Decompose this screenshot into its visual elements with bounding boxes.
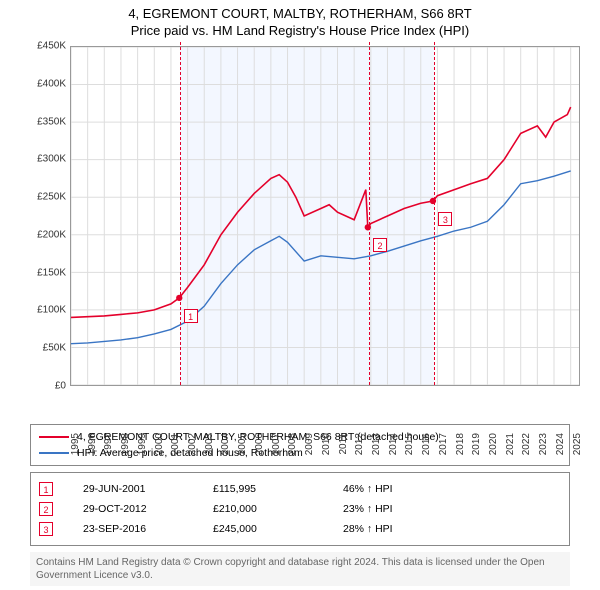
x-axis-label: 2013 (371, 433, 382, 463)
x-axis-label: 2001 (170, 433, 181, 463)
legend-sale-price: £210,000 (213, 503, 343, 515)
x-axis-label: 1998 (120, 433, 131, 463)
x-axis-label: 1995 (70, 433, 81, 463)
chart-area: 123 £0£50K£100K£150K£200K£250K£300K£350K… (30, 46, 590, 416)
y-axis-label: £0 (26, 381, 66, 392)
x-axis-label: 1996 (87, 433, 98, 463)
legend-swatch (39, 436, 69, 438)
y-axis-label: £100K (26, 305, 66, 316)
sale-marker-box: 2 (373, 238, 387, 252)
plot-area: 1 2 3 (70, 46, 580, 386)
legend-sale-row: 2 29-OCT-2012£210,00023% ↑ HPI (39, 499, 561, 519)
sale-marker-box: 3 (438, 212, 452, 226)
y-axis-label: £200K (26, 229, 66, 240)
legend-sale-price: £115,995 (213, 483, 343, 495)
x-axis-label: 2002 (187, 433, 198, 463)
legend-swatch (39, 452, 69, 454)
x-axis-label: 2003 (204, 433, 215, 463)
legend-sale-pct: 23% ↑ HPI (343, 503, 393, 515)
x-axis-label: 2010 (321, 433, 332, 463)
chart-svg (71, 47, 579, 385)
legend-sale-price: £245,000 (213, 523, 343, 535)
footer-attribution: Contains HM Land Registry data © Crown c… (30, 552, 570, 586)
x-axis-label: 2009 (304, 433, 315, 463)
x-axis-label: 2022 (521, 433, 532, 463)
x-axis-label: 2005 (237, 433, 248, 463)
x-axis-label: 2008 (287, 433, 298, 463)
y-axis-label: £350K (26, 116, 66, 127)
legend-sale-row: 3 23-SEP-2016£245,00028% ↑ HPI (39, 519, 561, 539)
legend-sale-box: 1 (39, 482, 53, 496)
x-axis-label: 2006 (254, 433, 265, 463)
legend-sale-pct: 46% ↑ HPI (343, 483, 393, 495)
chart-subtitle: Price paid vs. HM Land Registry's House … (0, 21, 600, 46)
sale-marker-line (369, 42, 370, 385)
x-axis-label: 2007 (271, 433, 282, 463)
sales-legend: 1 29-JUN-2001£115,99546% ↑ HPI 2 29-OCT-201… (30, 472, 570, 546)
chart-title: 4, EGREMONT COURT, MALTBY, ROTHERHAM, S6… (0, 0, 600, 21)
legend-sale-date: 23-SEP-2016 (83, 523, 213, 535)
legend-sale-date: 29-OCT-2012 (83, 503, 213, 515)
y-axis-label: £150K (26, 267, 66, 278)
x-axis-label: 1999 (137, 433, 148, 463)
sale-marker-line (434, 42, 435, 385)
x-axis-label: 1997 (103, 433, 114, 463)
legend-sale-box: 2 (39, 502, 53, 516)
sale-marker-line (180, 42, 181, 385)
x-axis-label: 2014 (388, 433, 399, 463)
y-axis-label: £400K (26, 78, 66, 89)
x-axis-label: 2011 (338, 433, 349, 463)
x-axis-label: 2023 (538, 433, 549, 463)
x-axis-label: 2020 (488, 433, 499, 463)
x-axis-label: 2016 (421, 433, 432, 463)
legend-sale-row: 1 29-JUN-2001£115,99546% ↑ HPI (39, 479, 561, 499)
legend-sale-date: 29-JUN-2001 (83, 483, 213, 495)
x-axis-label: 2018 (455, 433, 466, 463)
x-axis-label: 2000 (154, 433, 165, 463)
x-axis-label: 2024 (555, 433, 566, 463)
y-axis-label: £300K (26, 154, 66, 165)
y-axis-label: £50K (26, 343, 66, 354)
y-axis-label: £250K (26, 192, 66, 203)
legend-series-row: 4, EGREMONT COURT, MALTBY, ROTHERHAM, S6… (39, 429, 561, 445)
x-axis-label: 2012 (354, 433, 365, 463)
x-axis-label: 2004 (220, 433, 231, 463)
x-axis-label: 2019 (471, 433, 482, 463)
legend-series-row: HPI: Average price, detached house, Roth… (39, 445, 561, 461)
x-axis-label: 2021 (505, 433, 516, 463)
legend-sale-pct: 28% ↑ HPI (343, 523, 393, 535)
x-axis-label: 2025 (572, 433, 583, 463)
y-axis-label: £450K (26, 41, 66, 52)
legend-sale-box: 3 (39, 522, 53, 536)
x-axis-label: 2017 (438, 433, 449, 463)
sale-marker-box: 1 (184, 309, 198, 323)
x-axis-label: 2015 (404, 433, 415, 463)
